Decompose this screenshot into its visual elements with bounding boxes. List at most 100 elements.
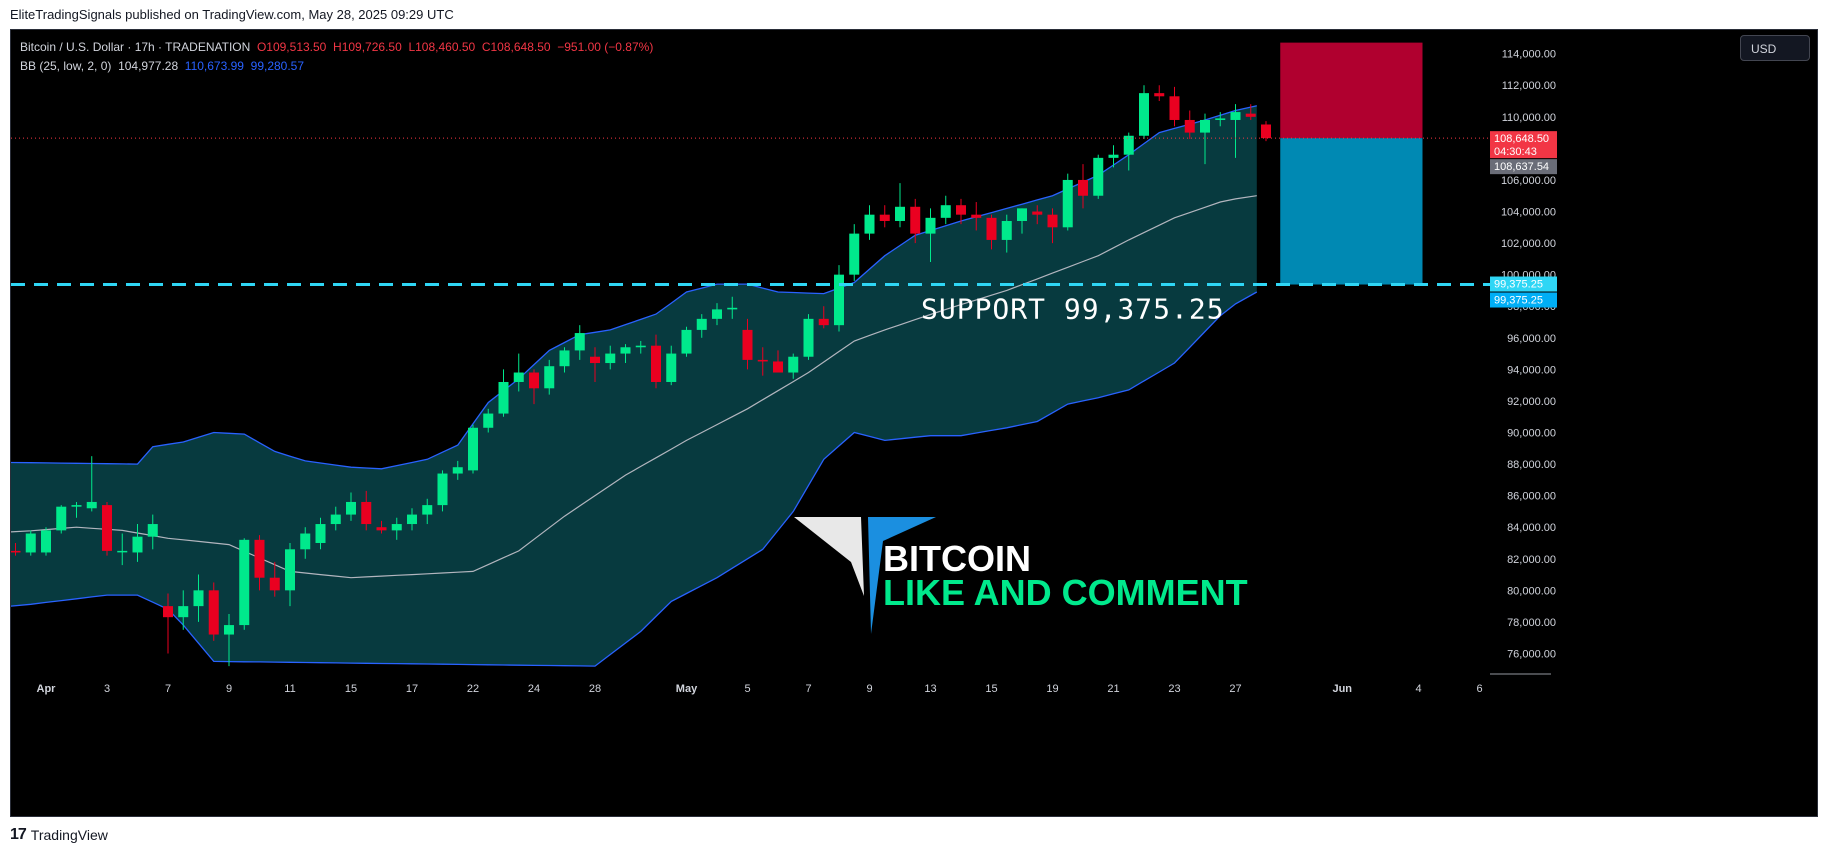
candle (300, 527, 311, 559)
legend-bb-label: BB (25, low, 2, 0) (20, 59, 112, 73)
candle (925, 208, 936, 263)
candle (224, 614, 234, 667)
candle (742, 318, 753, 370)
time-tick-label: 24 (528, 683, 540, 695)
candle (1017, 208, 1027, 234)
candle-body (986, 217, 997, 240)
candle (41, 527, 51, 556)
candle-body (71, 505, 82, 507)
candle-body (849, 233, 860, 275)
candle-body (269, 577, 280, 591)
candle (269, 561, 280, 597)
chart-area[interactable]: SUPPORT 99,375.25 BITCOIN LIKE AND COMMENT… (10, 29, 1818, 817)
logo-subtitle: LIKE AND COMMENT (883, 572, 1248, 613)
candle (818, 306, 829, 329)
candle (605, 345, 616, 370)
price-tick-label: 92,000.00 (1507, 396, 1556, 408)
price-tick-label: 114,000.00 (1502, 49, 1556, 61)
candle (1200, 113, 1210, 165)
candle (696, 314, 707, 338)
legend-bb-lower: 99,280.57 (250, 59, 305, 73)
candle (590, 347, 600, 382)
candle-body (1230, 112, 1241, 120)
candle (757, 347, 768, 376)
candle (346, 492, 356, 521)
time-tick-label: 4 (1415, 683, 1421, 695)
candle (1230, 104, 1241, 158)
time-tick-label: 22 (467, 683, 479, 695)
candle (239, 538, 250, 630)
take-profit-zone (1280, 138, 1423, 285)
candle-body (895, 206, 905, 221)
time-tick-label: 23 (1168, 683, 1180, 695)
legend-bb-basis: 104,977.28 (118, 59, 179, 73)
price-tick-label: 84,000.00 (1507, 522, 1556, 534)
candle-body (224, 625, 234, 635)
candle-body (513, 372, 524, 382)
candle-body (1184, 119, 1195, 133)
legend-symbol: Bitcoin / U.S. Dollar · 17h · TRADENATIO… (20, 40, 251, 54)
candle-body (742, 329, 753, 360)
logo-title: BITCOIN (883, 538, 1031, 579)
candle-body (193, 590, 204, 607)
candle (971, 202, 982, 231)
price-tick-label: 78,000.00 (1507, 617, 1556, 629)
candle (773, 350, 783, 373)
candle (193, 574, 204, 622)
candle-body (940, 205, 951, 218)
gray-price-tag: 108,637.54 (1490, 159, 1557, 175)
price-tick-label: 94,000.00 (1507, 364, 1556, 376)
legend-bb-upper: 110,673.99 (184, 59, 244, 73)
legend-close: C108,648.50 (481, 40, 551, 54)
time-tick-label: May (676, 683, 698, 695)
time-tick-label: 7 (805, 683, 811, 695)
candle-body (712, 309, 722, 319)
candle-body (1123, 135, 1134, 155)
price-tick-label: 88,000.00 (1507, 459, 1556, 471)
candle-body (1169, 96, 1180, 120)
price-tick-label: 104,000.00 (1501, 207, 1556, 219)
candle (1184, 110, 1195, 139)
support-price-tag-2-bg (1490, 292, 1557, 308)
time-tick-label: 11 (284, 683, 295, 695)
candle-body (25, 533, 36, 553)
time-tick-label: 13 (924, 683, 936, 695)
candle (956, 198, 966, 225)
candle (1108, 145, 1119, 168)
legend-bb-row: BB (25, low, 2, 0) 104,977.28 110,673.99… (20, 57, 653, 76)
price-tick-label: 102,000.00 (1501, 238, 1556, 250)
candle-body (1078, 179, 1088, 196)
time-tick-label: 6 (1476, 683, 1482, 695)
candle-body (41, 530, 51, 553)
candle (666, 345, 677, 386)
candle (620, 344, 631, 364)
candle (391, 517, 402, 540)
candle-body (483, 413, 494, 428)
candle-body (437, 473, 448, 506)
candle (102, 501, 112, 556)
bb-upper-line (11, 105, 1257, 470)
price-tick-label: 96,000.00 (1507, 333, 1556, 345)
price-tick-label: 106,000.00 (1501, 175, 1556, 187)
time-tick-label: 19 (1046, 683, 1058, 695)
candle-body (1200, 119, 1210, 133)
candle (163, 593, 173, 654)
candle (1062, 173, 1073, 231)
candle (315, 517, 326, 550)
currency-button[interactable]: USD (1740, 35, 1810, 61)
price-tick-label: 80,000.00 (1507, 585, 1556, 597)
candle-body (1017, 208, 1027, 221)
legend-high: H109,726.50 (333, 40, 402, 54)
current-price-tag-text: 04:30:43 (1494, 146, 1537, 158)
candle (71, 501, 82, 518)
candle-body (300, 533, 311, 550)
time-tick-label: 28 (589, 683, 601, 695)
support-label: SUPPORT 99,375.25 (921, 293, 1225, 326)
candle-body (834, 274, 844, 326)
time-tick-label: 27 (1229, 683, 1241, 695)
candle (117, 533, 128, 566)
candle-body (1001, 220, 1012, 240)
candle-body (1154, 93, 1165, 97)
